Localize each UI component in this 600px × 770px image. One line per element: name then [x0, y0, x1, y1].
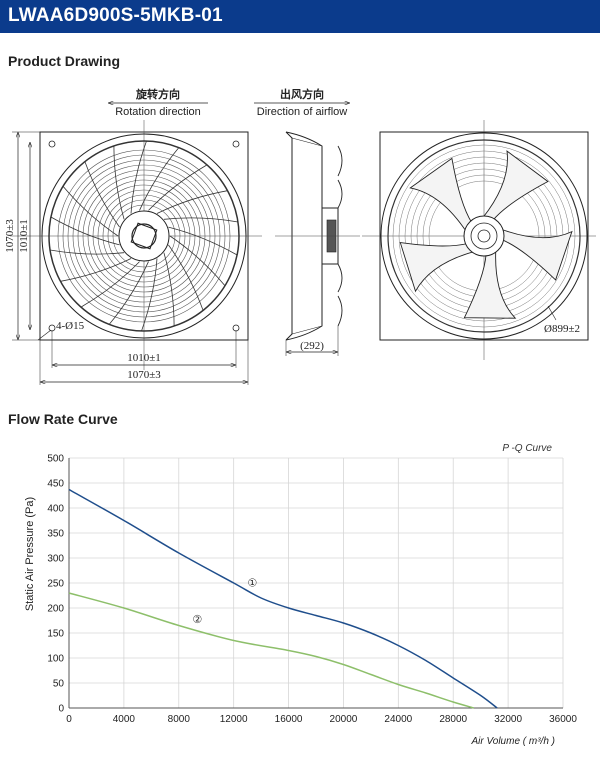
y-tick-label: 400 [47, 504, 64, 515]
y-tick-label: 150 [47, 629, 64, 640]
series-line-2 [68, 592, 475, 709]
y-tick-label: 300 [47, 554, 64, 565]
chart-title: P -Q Curve [502, 443, 552, 454]
x-tick-label: 0 [66, 714, 72, 725]
height-outer-dimension: 1070±3 [4, 219, 16, 253]
y-axis-label: Static Air Pressure (Pa) [24, 497, 36, 611]
x-tick-label: 4000 [113, 714, 136, 725]
pq-curve-chart: P -Q Curve 0 50 100 150 200 250 300 350 400 450 50… [24, 443, 577, 747]
x-tick-label: 12000 [220, 714, 248, 725]
x-tick-label: 24000 [384, 714, 412, 725]
diameter-dimension: Ø899±2 [544, 323, 580, 335]
x-tick-label: 16000 [275, 714, 303, 725]
x-tick-label: 36000 [549, 714, 577, 725]
y-tick-label: 450 [47, 479, 64, 490]
mounting-holes-dimension: 4-Ø15 [56, 320, 85, 332]
depth-dimension: (292) [300, 340, 324, 352]
x-tick-label: 20000 [330, 714, 358, 725]
product-drawing: 旋转方向 Rotation direction 出风方向 Direction o… [4, 87, 596, 385]
chart-series: ①② [68, 488, 498, 709]
fan-blades [399, 150, 573, 319]
header-bar: LWAA6D900S-5MKB-01 [0, 0, 600, 33]
y-tick-label: 100 [47, 654, 64, 665]
x-axis-label: Air Volume ( m³/h ) [470, 736, 555, 747]
series-line-1 [68, 488, 498, 709]
grill-spokes [49, 140, 239, 332]
series-label-2: ② [192, 614, 202, 626]
x-tick-label: 28000 [439, 714, 467, 725]
flow-rate-curve-title: Flow Rate Curve [8, 411, 118, 427]
airflow-direction-cn: 出风方向 [280, 87, 324, 101]
front-dimensions: 1070±3 1010±1 1010±1 1070±3 4-Ø15 [4, 131, 249, 385]
y-tick-label: 200 [47, 604, 64, 615]
airflow-direction-en: Direction of airflow [257, 106, 348, 118]
fan-side-view: (292) [275, 131, 360, 356]
series-label-1: ① [247, 577, 257, 589]
x-axis-ticks: 0 4000 8000 12000 16000 20000 24000 28000 32000 3… [66, 714, 577, 725]
y-tick-label: 350 [47, 529, 64, 540]
product-drawing-title: Product Drawing [8, 53, 121, 69]
y-tick-label: 0 [58, 704, 64, 715]
y-axis-ticks: 0 50 100 150 200 250 300 350 400 450 500 [47, 454, 64, 715]
fan-front-view [10, 120, 262, 370]
fan-rear-view: Ø899±2 [362, 120, 596, 360]
height-inner-dimension: 1010±1 [18, 219, 30, 253]
width-outer-dimension: 1070±3 [127, 369, 161, 381]
y-tick-label: 500 [47, 454, 64, 465]
y-tick-label: 250 [47, 579, 64, 590]
rotation-direction-cn: 旋转方向 [135, 87, 180, 101]
x-tick-label: 8000 [168, 714, 191, 725]
width-inner-dimension: 1010±1 [127, 352, 161, 364]
y-tick-label: 50 [53, 679, 65, 690]
product-model-title: LWAA6D900S-5MKB-01 [8, 5, 223, 26]
chart-grid [68, 457, 564, 709]
rotation-direction-en: Rotation direction [115, 106, 201, 118]
x-tick-label: 32000 [494, 714, 522, 725]
